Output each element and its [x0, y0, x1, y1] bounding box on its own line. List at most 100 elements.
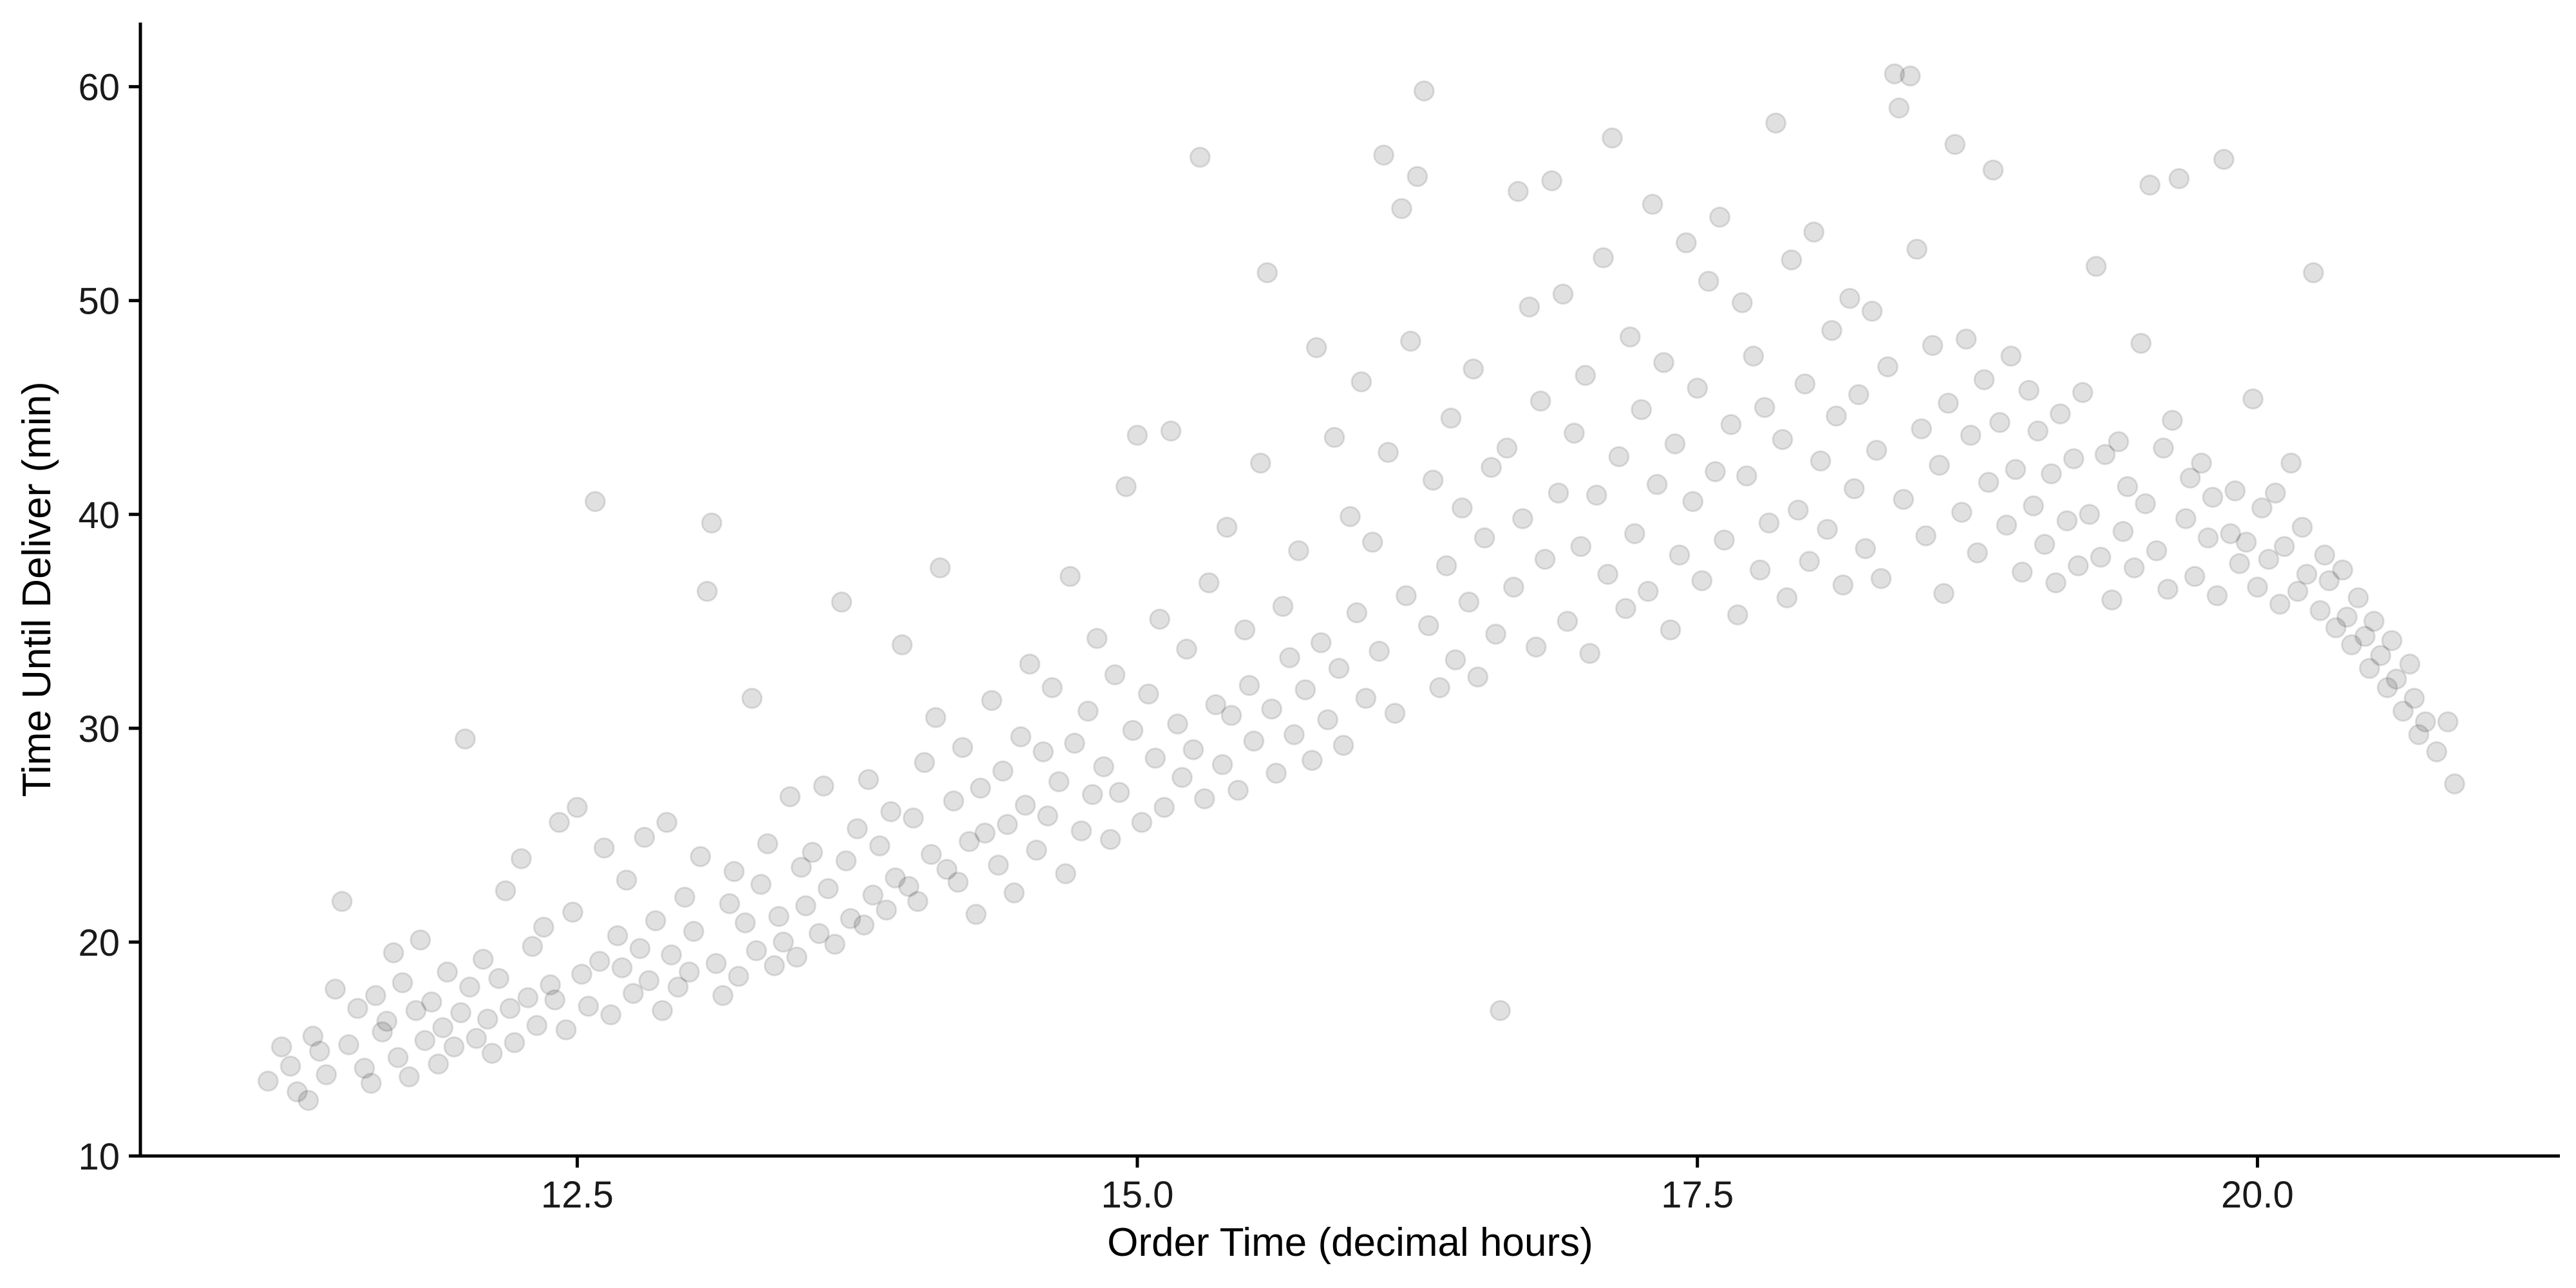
data-point [2246, 576, 2268, 598]
data-point [1675, 232, 1697, 254]
data-point [678, 961, 700, 983]
data-point [1288, 540, 1309, 562]
data-point [1525, 636, 1547, 658]
data-point [2161, 410, 2183, 431]
data-point [1642, 193, 1663, 215]
data-point [757, 833, 779, 855]
data-point [1660, 619, 1681, 641]
data-point [2090, 546, 2112, 568]
data-point [1933, 583, 1955, 605]
data-point [1530, 390, 1551, 412]
data-point [2085, 256, 2107, 278]
data-point [629, 938, 651, 960]
data-point [472, 949, 494, 970]
data-point [1440, 407, 1462, 429]
data-point [1602, 127, 1623, 149]
data-point [1444, 649, 1466, 671]
data-point [846, 818, 868, 840]
data-point [1193, 788, 1215, 810]
data-point [750, 873, 772, 895]
data-point [2392, 700, 2414, 722]
data-point [1010, 726, 1032, 748]
data-point [1373, 144, 1395, 166]
data-point [1435, 555, 1457, 576]
y-tick-label: 10 [78, 1136, 120, 1178]
data-point [772, 931, 794, 953]
data-point [853, 914, 875, 936]
data-point [1906, 238, 1928, 260]
data-point [2314, 544, 2336, 566]
data-point [1624, 523, 1645, 545]
data-point [2005, 459, 2027, 480]
data-point [1205, 694, 1227, 715]
data-point [2358, 658, 2380, 679]
data-point [584, 491, 606, 513]
data-point [1736, 465, 1757, 487]
data-point [929, 557, 951, 579]
data-point [947, 871, 969, 893]
data-point [1003, 882, 1025, 904]
data-point [1014, 794, 1036, 816]
data-point [1406, 166, 1428, 187]
data-point [1355, 687, 1377, 709]
data-point [824, 933, 846, 955]
data-point [2056, 510, 2078, 532]
data-point [354, 1057, 375, 1079]
data-point [1171, 766, 1193, 788]
data-point [544, 989, 566, 1011]
data-point [2117, 476, 2139, 498]
data-point [652, 999, 673, 1021]
data-point [432, 1017, 454, 1039]
data-point [1982, 159, 2004, 181]
data-point [1077, 700, 1099, 722]
data-point [1340, 506, 1361, 527]
data-point [2045, 572, 2067, 594]
data-point [1149, 609, 1171, 630]
data-point [338, 1034, 359, 1056]
data-point [1866, 439, 1888, 461]
data-point [387, 1046, 409, 1068]
data-point [723, 860, 745, 882]
data-point [1615, 598, 1636, 620]
data-point [2251, 497, 2273, 519]
data-point [1317, 709, 1339, 731]
data-point [2179, 467, 2201, 489]
data-point [952, 737, 974, 759]
data-point [1575, 365, 1596, 386]
data-point [2112, 520, 2134, 542]
data-point [566, 797, 588, 819]
data-point [302, 1025, 324, 1047]
data-point [790, 857, 812, 878]
data-point [925, 706, 947, 728]
data-point [2034, 533, 2056, 555]
data-point [279, 1056, 301, 1077]
data-point [2206, 585, 2228, 607]
data-point [1955, 328, 1977, 350]
data-point [2242, 388, 2264, 410]
data-point [817, 878, 839, 900]
data-point [1108, 782, 1130, 803]
data-point [987, 854, 1009, 876]
data-point [331, 891, 353, 913]
data-point [2108, 431, 2130, 453]
data-point [1099, 829, 1121, 850]
data-point [607, 925, 629, 947]
data-point [786, 946, 808, 968]
data-point [914, 752, 935, 773]
x-tick-label: 12.5 [541, 1174, 614, 1216]
data-point [1799, 551, 1821, 573]
data-point [1396, 585, 1417, 607]
data-point [1059, 565, 1081, 587]
data-point [1234, 619, 1256, 641]
data-point [622, 983, 644, 1005]
data-point [1279, 647, 1301, 668]
data-point [2079, 504, 2100, 526]
data-point [287, 1081, 308, 1103]
data-point [1137, 683, 1159, 705]
data-point [365, 985, 386, 1007]
data-point [1216, 516, 1238, 538]
data-point [443, 1036, 465, 1058]
data-point [1928, 454, 1950, 476]
data-point [1413, 80, 1435, 102]
data-point [611, 957, 633, 979]
